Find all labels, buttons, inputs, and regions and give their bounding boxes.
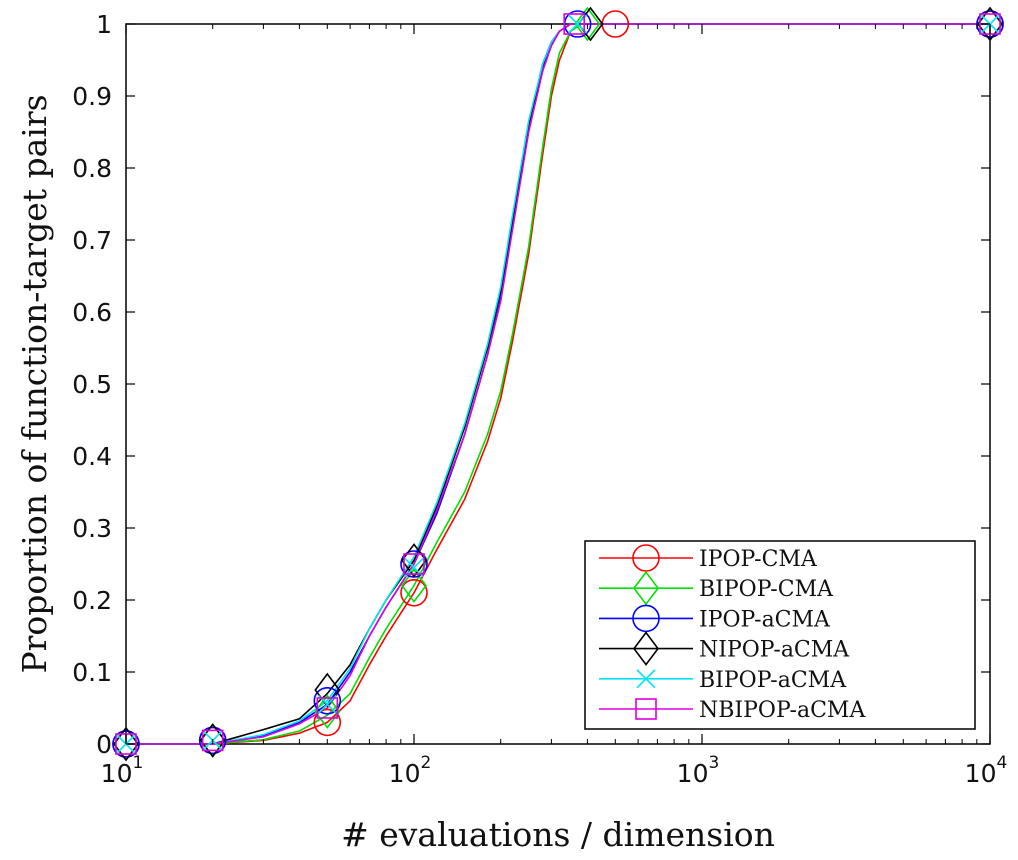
legend-entries: IPOP-CMA BIPOP-CMA IPOP-aCMA NIPOP-aCMA BIPO… [599,544,866,723]
data-point-ipop-acma-2 [313,686,342,715]
ticks-layer [125,23,991,745]
series-layer [126,23,990,745]
x-tick-label: 103 [677,753,720,788]
data-point-bipop-cma-3 [401,568,427,603]
y-tick-label: 0.3 [72,514,112,543]
legend-marker [636,669,656,689]
data-point-nbipop-acma-3 [403,553,425,575]
y-tick-label: 1 [96,10,112,39]
y-tick-label: 0.6 [72,298,112,327]
legend-item-ipop-acma: IPOP-aCMA [599,604,831,632]
data-point-nbipop-acma-1 [201,729,224,752]
data-point-nipop-acma-3 [401,543,427,578]
y-tick-label: 0.1 [72,658,112,687]
legend-label: BIPOP-aCMA [699,668,847,693]
y-tick-label: 0.9 [72,82,112,111]
tick-labels-layer: 0 0.1 0.2 0.3 0.4 0.5 0.6 0.7 0.8 0.9 1 101 102 103 10… [72,10,1007,788]
y-tick-label: 0 [96,730,112,759]
y-tick-label: 0.4 [72,442,112,471]
data-point-nipop-acma-0 [113,726,139,762]
legend-label: IPOP-CMA [699,547,818,572]
x-tick-label: 101 [101,753,144,788]
legend-marker [635,698,657,720]
legend-item-nbipop-acma: NBIPOP-aCMA [599,698,866,723]
data-point-nipop-acma-2 [314,672,341,708]
data-point-nipop-acma-5 [977,6,1003,42]
legend-item-bipop-acma: BIPOP-aCMA [599,668,847,693]
legend-item-bipop-cma: BIPOP-CMA [599,570,834,606]
y-tick-label: 0.8 [72,154,112,183]
data-point-bipop-cma-2 [314,694,341,729]
x-tick-label: 102 [389,753,432,788]
legend-label: NBIPOP-aCMA [699,698,866,723]
legend-box [584,540,976,730]
y-tick-label: 0.2 [72,586,112,615]
data-point-ipop-cma-2 [313,708,342,737]
legend-label: BIPOP-CMA [699,577,834,602]
y-axis-title: Proportion of function-target pairs [15,94,54,673]
legend-marker [633,570,659,606]
legend-item-nipop-acma: NIPOP-aCMA [599,631,850,666]
legend-marker [633,631,659,666]
series-line-nbipop-acma [126,23,990,745]
x-axis-title: # evaluations / dimension [341,815,775,854]
data-point-nbipop-acma-4 [563,13,586,35]
data-point-bipop-cma-4 [574,6,601,42]
x-tick-label: 104 [965,753,1008,788]
data-point-nipop-acma-1 [199,723,226,758]
series-line-bipop-cma [126,23,990,745]
legend: IPOP-CMA BIPOP-CMA IPOP-aCMA NIPOP-aCMA BIPO… [584,540,976,730]
data-point-nbipop-acma-2 [316,697,339,719]
legend-label: NIPOP-aCMA [699,638,850,663]
y-tick-label: 0.7 [72,226,112,255]
y-tick-label: 0.5 [72,370,112,399]
data-point-ipop-cma-3 [400,578,428,607]
legend-label: IPOP-aCMA [699,607,831,632]
